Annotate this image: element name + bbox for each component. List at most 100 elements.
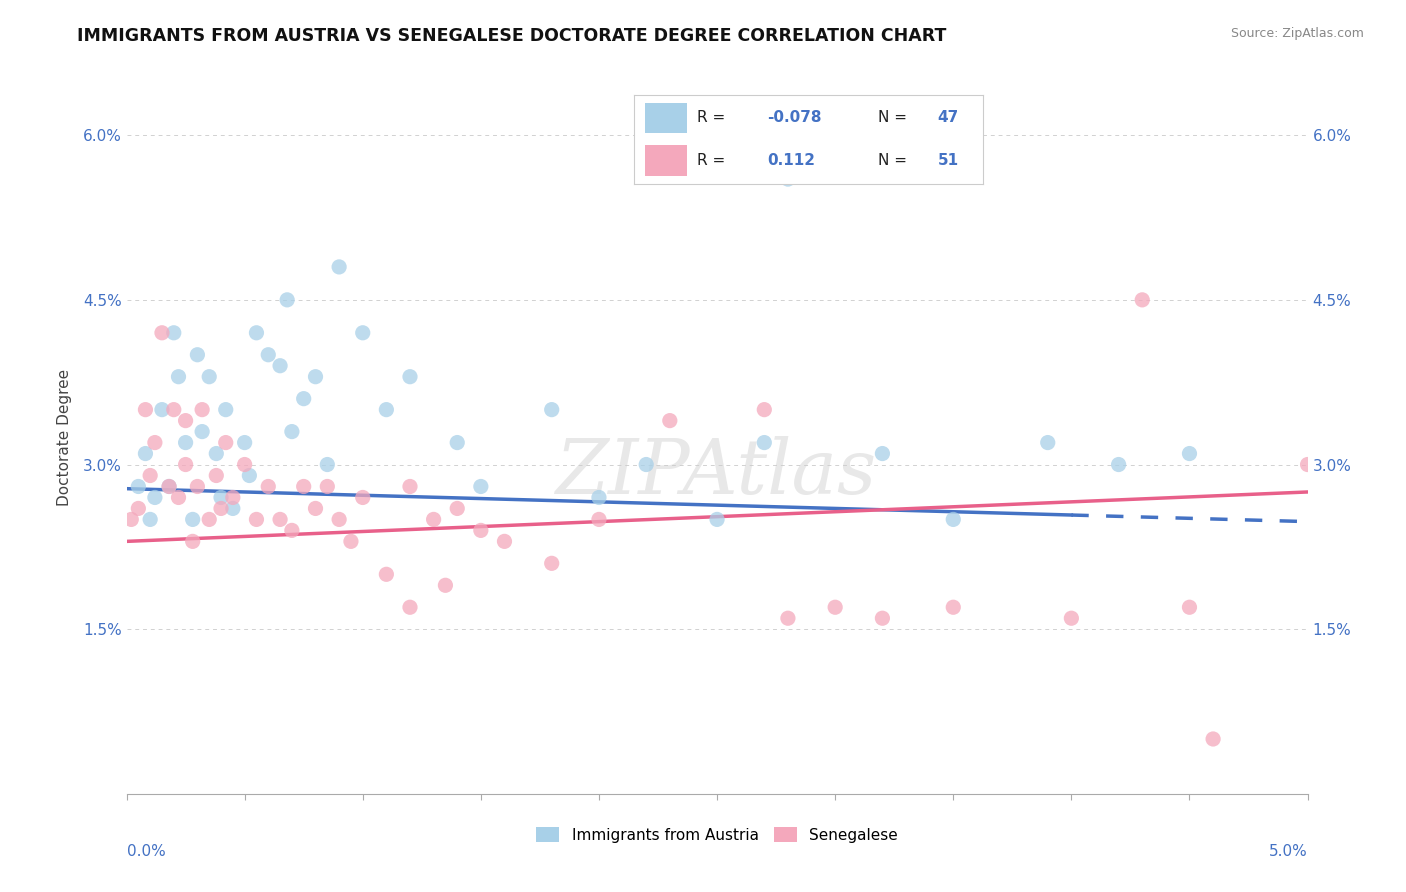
Legend: Immigrants from Austria, Senegalese: Immigrants from Austria, Senegalese: [529, 819, 905, 850]
Point: [352, 326, 374, 340]
Point: [754, 435, 776, 450]
Point: [304, 501, 326, 516]
Point: [150, 326, 173, 340]
Point: [494, 534, 516, 549]
Point: [167, 491, 190, 505]
Point: [186, 479, 208, 493]
Point: [375, 567, 398, 582]
Point: [340, 534, 363, 549]
Point: [276, 293, 298, 307]
Point: [588, 512, 610, 526]
Text: IMMIGRANTS FROM AUSTRIA VS SENEGALESE DOCTORATE DEGREE CORRELATION CHART: IMMIGRANTS FROM AUSTRIA VS SENEGALESE DO…: [77, 27, 946, 45]
Point: [636, 458, 658, 472]
Point: [233, 435, 256, 450]
Point: [257, 479, 280, 493]
Point: [292, 479, 315, 493]
Point: [134, 446, 156, 460]
Point: [1108, 458, 1130, 472]
Point: [134, 402, 156, 417]
Point: [1178, 446, 1201, 460]
Point: [191, 425, 214, 439]
Point: [174, 435, 197, 450]
Point: [399, 479, 422, 493]
Point: [422, 512, 444, 526]
Point: [292, 392, 315, 406]
Point: [281, 425, 304, 439]
Point: [316, 458, 339, 472]
Point: [198, 512, 221, 526]
Point: [446, 435, 468, 450]
Point: [375, 402, 398, 417]
Point: [157, 479, 180, 493]
Point: [754, 402, 776, 417]
Point: [1060, 611, 1083, 625]
Point: [209, 491, 232, 505]
Point: [872, 446, 894, 460]
Point: [233, 458, 256, 472]
Point: [269, 359, 291, 373]
Point: [143, 435, 166, 450]
Point: [470, 524, 492, 538]
Point: [257, 348, 280, 362]
Point: [191, 402, 214, 417]
Point: [446, 501, 468, 516]
Point: [776, 611, 799, 625]
Point: [215, 435, 238, 450]
Point: [205, 468, 228, 483]
Point: [706, 512, 728, 526]
Point: [222, 501, 245, 516]
Point: [238, 468, 260, 483]
Point: [198, 369, 221, 384]
Point: [163, 326, 186, 340]
Point: [163, 402, 186, 417]
Point: [181, 512, 204, 526]
Point: [470, 479, 492, 493]
Point: [824, 600, 846, 615]
Point: [352, 491, 374, 505]
Point: [316, 479, 339, 493]
Point: [540, 402, 562, 417]
Point: [1296, 458, 1319, 472]
Point: [1036, 435, 1059, 450]
Point: [222, 491, 245, 505]
Point: [120, 512, 142, 526]
Text: ZIPAtlas: ZIPAtlas: [557, 436, 877, 509]
Point: [150, 402, 173, 417]
Point: [399, 369, 422, 384]
Point: [174, 414, 197, 428]
Point: [127, 479, 149, 493]
Point: [269, 512, 291, 526]
Point: [281, 524, 304, 538]
Point: [658, 414, 681, 428]
Text: 0.0%: 0.0%: [127, 844, 166, 859]
Point: [167, 369, 190, 384]
Point: [328, 512, 350, 526]
Point: [1202, 731, 1225, 746]
Point: [139, 512, 162, 526]
Point: [139, 468, 162, 483]
Point: [588, 491, 610, 505]
Point: [942, 600, 965, 615]
Point: [434, 578, 457, 592]
Point: [127, 501, 149, 516]
Point: [245, 512, 267, 526]
Point: [1130, 293, 1153, 307]
Point: [205, 446, 228, 460]
Point: [157, 479, 180, 493]
Point: [776, 172, 799, 186]
Text: Source: ZipAtlas.com: Source: ZipAtlas.com: [1230, 27, 1364, 40]
Text: 5.0%: 5.0%: [1268, 844, 1308, 859]
Point: [304, 369, 326, 384]
Point: [1178, 600, 1201, 615]
Point: [209, 501, 232, 516]
Point: [399, 600, 422, 615]
Point: [215, 402, 238, 417]
Point: [540, 557, 562, 571]
Point: [181, 534, 204, 549]
Point: [872, 611, 894, 625]
Point: [186, 348, 208, 362]
Point: [328, 260, 350, 274]
Y-axis label: Doctorate Degree: Doctorate Degree: [56, 368, 72, 506]
Point: [942, 512, 965, 526]
Point: [245, 326, 267, 340]
